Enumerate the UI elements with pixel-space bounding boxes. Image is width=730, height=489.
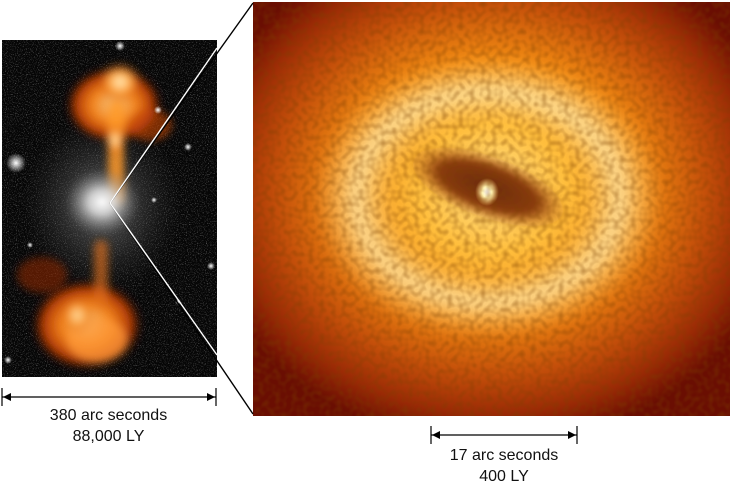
right-scale-bar xyxy=(430,426,578,444)
right-scale-angle: 17 arc seconds xyxy=(449,447,559,464)
galaxy-jets-graphic xyxy=(2,40,217,377)
zoom-line-bottom xyxy=(109,202,254,415)
galaxy-nucleus-image xyxy=(253,2,730,416)
galaxy-nucleus-graphic xyxy=(253,2,730,416)
zoom-line-top-inner xyxy=(109,47,218,204)
left-scale-label: 380 arc seconds 88,000 LY xyxy=(0,405,217,447)
left-scale-distance: 88,000 LY xyxy=(72,428,145,445)
right-scale-distance: 400 LY xyxy=(479,468,529,485)
left-scale-angle: 380 arc seconds xyxy=(49,407,168,424)
zoom-line-bottom-inner xyxy=(109,202,218,356)
galaxy-jets-image xyxy=(2,40,217,377)
right-scale-label: 17 arc seconds 400 LY xyxy=(396,445,612,487)
left-scale-bar xyxy=(1,388,217,406)
